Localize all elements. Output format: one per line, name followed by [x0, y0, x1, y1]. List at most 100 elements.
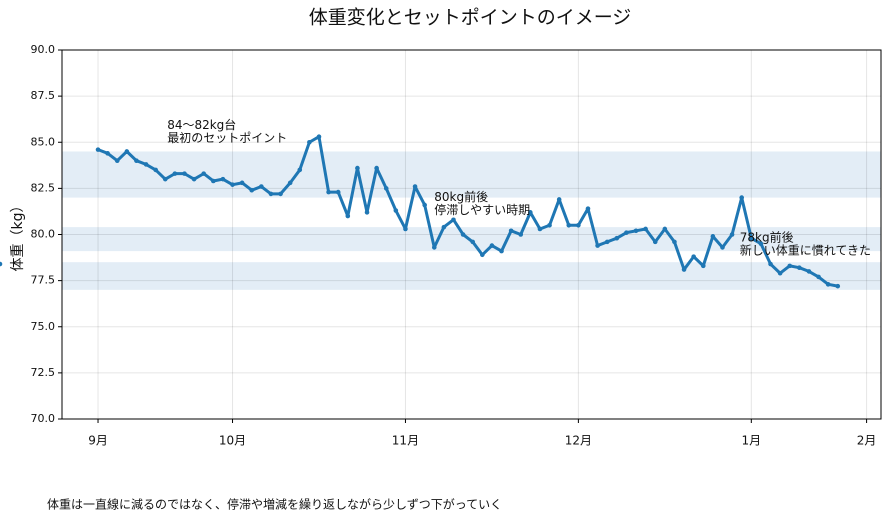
weight-point [431, 245, 437, 250]
chart-title: 体重変化とセットポイントのイメージ [309, 7, 632, 29]
weight-point [211, 178, 216, 184]
weight-point [182, 171, 187, 176]
weight-point [835, 283, 841, 289]
y-tick-label: 75.0 [31, 320, 56, 333]
y-tick-label: 82.5 [31, 181, 56, 194]
y-tick-label: 70.0 [31, 412, 56, 425]
weight-point [566, 222, 572, 228]
weight-point [585, 206, 591, 211]
x-tick-label: 1月 [741, 434, 761, 448]
weight-point [268, 191, 274, 197]
weight-point [633, 228, 639, 234]
plot-frame [61, 49, 882, 420]
weight-point [403, 226, 408, 232]
weight-point [307, 139, 312, 145]
weight-point [172, 171, 178, 176]
weight-point [691, 254, 696, 259]
weight-point [364, 210, 370, 215]
weight-point [335, 189, 341, 195]
y-tick-label: 77.5 [31, 274, 56, 287]
weight-point [749, 235, 754, 241]
weight-point [614, 235, 620, 241]
weight-point [383, 186, 389, 191]
weight-point [604, 239, 610, 245]
weight-point [518, 232, 524, 237]
annotation: 最初のセットポイント [167, 131, 287, 145]
weight-point [191, 176, 197, 182]
weight-point [470, 239, 476, 245]
weight-point [825, 282, 831, 287]
weight-point [124, 149, 130, 154]
weight-point [355, 165, 360, 171]
weight-point [249, 187, 255, 193]
weight-point [297, 167, 303, 173]
y-tick-label: 80.0 [31, 228, 56, 241]
weight-point [422, 202, 427, 208]
setpoint-band [62, 151, 881, 198]
footnote: 体重は一直線に減るのではなく、停滞や増減を繰り返しながら少しずつ下がっていく [47, 497, 502, 512]
weight-point [797, 265, 802, 271]
weight-point [556, 197, 562, 202]
weight-point [816, 274, 821, 280]
weight-point [700, 263, 706, 269]
weight-point [201, 171, 207, 176]
x-tick-label: 9月 [88, 434, 108, 448]
weight-point [0, 261, 3, 267]
weight-point [316, 134, 322, 140]
weight-point [643, 226, 648, 232]
weight-point [451, 217, 456, 223]
weight-point [374, 165, 379, 171]
weight-point [441, 224, 447, 230]
weight-point [768, 261, 773, 267]
weight-point [729, 232, 735, 237]
annotation: 84〜82kg台 [167, 117, 236, 132]
weight-point [143, 162, 149, 167]
x-tick-label: 12月 [565, 434, 592, 448]
weight-point [576, 222, 581, 228]
y-tick-label: 85.0 [31, 135, 56, 148]
weight-point [393, 208, 399, 213]
x-tick-label: 11月 [392, 434, 419, 448]
weight-point [739, 195, 744, 200]
weight-point [114, 158, 120, 163]
weight-point [278, 191, 283, 197]
weight-point [287, 180, 293, 186]
x-tick-label: 10月 [219, 434, 246, 448]
weight-point [777, 270, 783, 276]
y-tick-label: 90.0 [31, 43, 56, 56]
x-tick-label: 2月 [857, 434, 877, 448]
y-axis-label: 体重（kg） [10, 199, 26, 272]
weight-point [460, 232, 466, 237]
weight-point [412, 184, 418, 189]
weight-point [134, 158, 139, 163]
annotation: 78kg前後 [740, 230, 794, 245]
weight-point [345, 213, 351, 219]
weight-point [528, 210, 533, 215]
y-tick-label: 72.5 [31, 366, 56, 379]
annotation: 80kg前後 [434, 189, 488, 204]
weight-point [662, 226, 668, 232]
weight-point [499, 248, 504, 254]
weight-point [239, 180, 245, 186]
weight-point [681, 267, 687, 272]
weight-point [710, 234, 716, 239]
weight-point [480, 252, 485, 258]
weight-point [672, 239, 677, 245]
setpoint-band [62, 262, 881, 290]
weight-point [758, 241, 764, 247]
weight-point [652, 239, 658, 245]
annotation: 停滞しやすい時期 [434, 202, 530, 217]
y-tick-label: 87.5 [31, 89, 56, 102]
weight-point [624, 230, 629, 235]
weight-point [153, 167, 158, 173]
weight-point [720, 245, 725, 250]
annotation: 新しい体重に慣れてきた [740, 243, 871, 258]
weight-point [787, 263, 793, 269]
weight-point [95, 147, 101, 152]
weight-point [537, 226, 543, 232]
weight-point [508, 228, 514, 234]
weight-point [489, 243, 495, 248]
weight-point [105, 151, 110, 156]
weight-point [806, 269, 812, 274]
